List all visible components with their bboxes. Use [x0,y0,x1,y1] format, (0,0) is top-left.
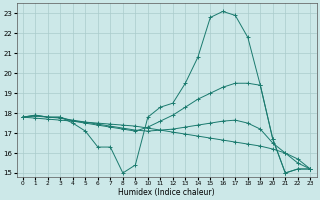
X-axis label: Humidex (Indice chaleur): Humidex (Indice chaleur) [118,188,215,197]
